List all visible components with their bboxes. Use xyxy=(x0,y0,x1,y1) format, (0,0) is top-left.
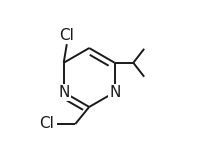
Text: Cl: Cl xyxy=(39,117,54,131)
Text: Cl: Cl xyxy=(59,28,74,43)
Text: N: N xyxy=(109,85,120,100)
Text: N: N xyxy=(58,85,69,100)
